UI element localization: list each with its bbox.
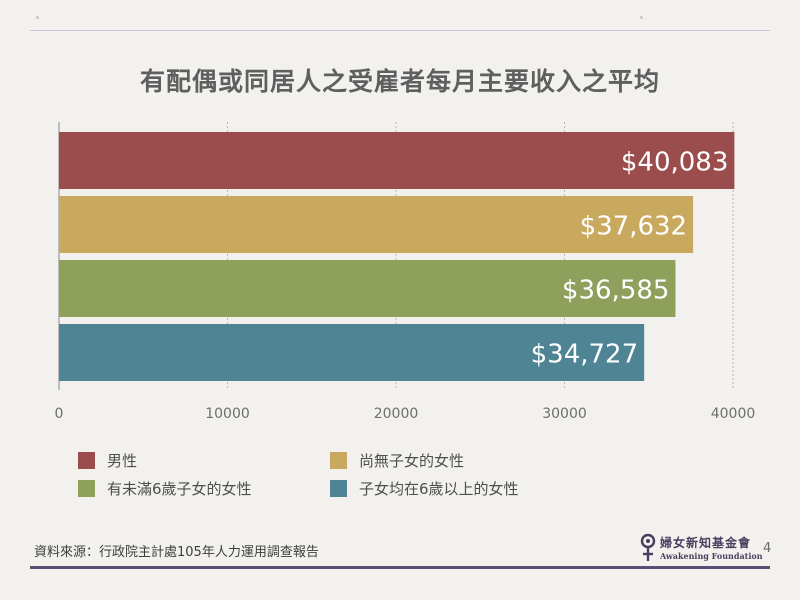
bar-3 (59, 324, 645, 381)
legend-item-no-children: 尚無子女的女性 (330, 450, 464, 471)
bar-data-label-2: $36,585 (562, 276, 670, 306)
bar-2 (59, 260, 676, 317)
page-number: 4 (763, 541, 772, 556)
decor-dot-left (36, 16, 39, 19)
legend-label-children-6-plus: 子女均在6歲以上的女性 (359, 480, 519, 498)
bar-1 (59, 196, 694, 253)
legend-label-no-children: 尚無子女的女性 (359, 452, 465, 470)
x-tick-label-20000: 20000 (374, 406, 419, 422)
x-tick-label-0: 0 (55, 406, 64, 422)
top-divider (30, 30, 770, 31)
legend-swatch-children-6-plus (330, 480, 347, 497)
bar-data-label-0: $40,083 (621, 148, 729, 178)
chart-title: 有配偶或同居人之受雇者每月主要收入之平均 (139, 67, 660, 96)
legend-swatch-male (78, 452, 95, 469)
logo-english-name: Awakening Foundation (660, 551, 763, 561)
foundation-logo: 婦女新知基金會 Awakening Foundation (640, 532, 763, 564)
x-tick-label-10000: 10000 (205, 406, 250, 422)
bar-data-label-1: $37,632 (580, 212, 688, 242)
bar-0 (59, 132, 735, 189)
source-note: 資料來源：行政院主計處105年人力運用調查報告 (34, 545, 319, 560)
logo-chinese-name: 婦女新知基金會 (660, 536, 752, 550)
legend-item-male: 男性 (78, 450, 137, 471)
legend-item-children-6-plus: 子女均在6歲以上的女性 (330, 478, 519, 499)
bar-data-label-3: $34,727 (531, 340, 639, 370)
bottom-divider (30, 566, 770, 569)
legend-label-children-under-6: 有未滿6歲子女的女性 (107, 480, 252, 498)
legend-item-children-under-6: 有未滿6歲子女的女性 (78, 478, 252, 499)
legend-swatch-children-under-6 (78, 480, 95, 497)
venus-symbol-icon (640, 533, 656, 561)
legend-label-male: 男性 (107, 452, 138, 470)
bar-chart: $40,083 $37,632 $36,585 $34,727 0 10000 20000 3… (55, 122, 756, 422)
legend-swatch-no-children (330, 452, 347, 469)
decor-dot-right (640, 16, 643, 19)
x-tick-label-40000: 40000 (711, 406, 756, 422)
x-tick-label-30000: 30000 (542, 406, 587, 422)
